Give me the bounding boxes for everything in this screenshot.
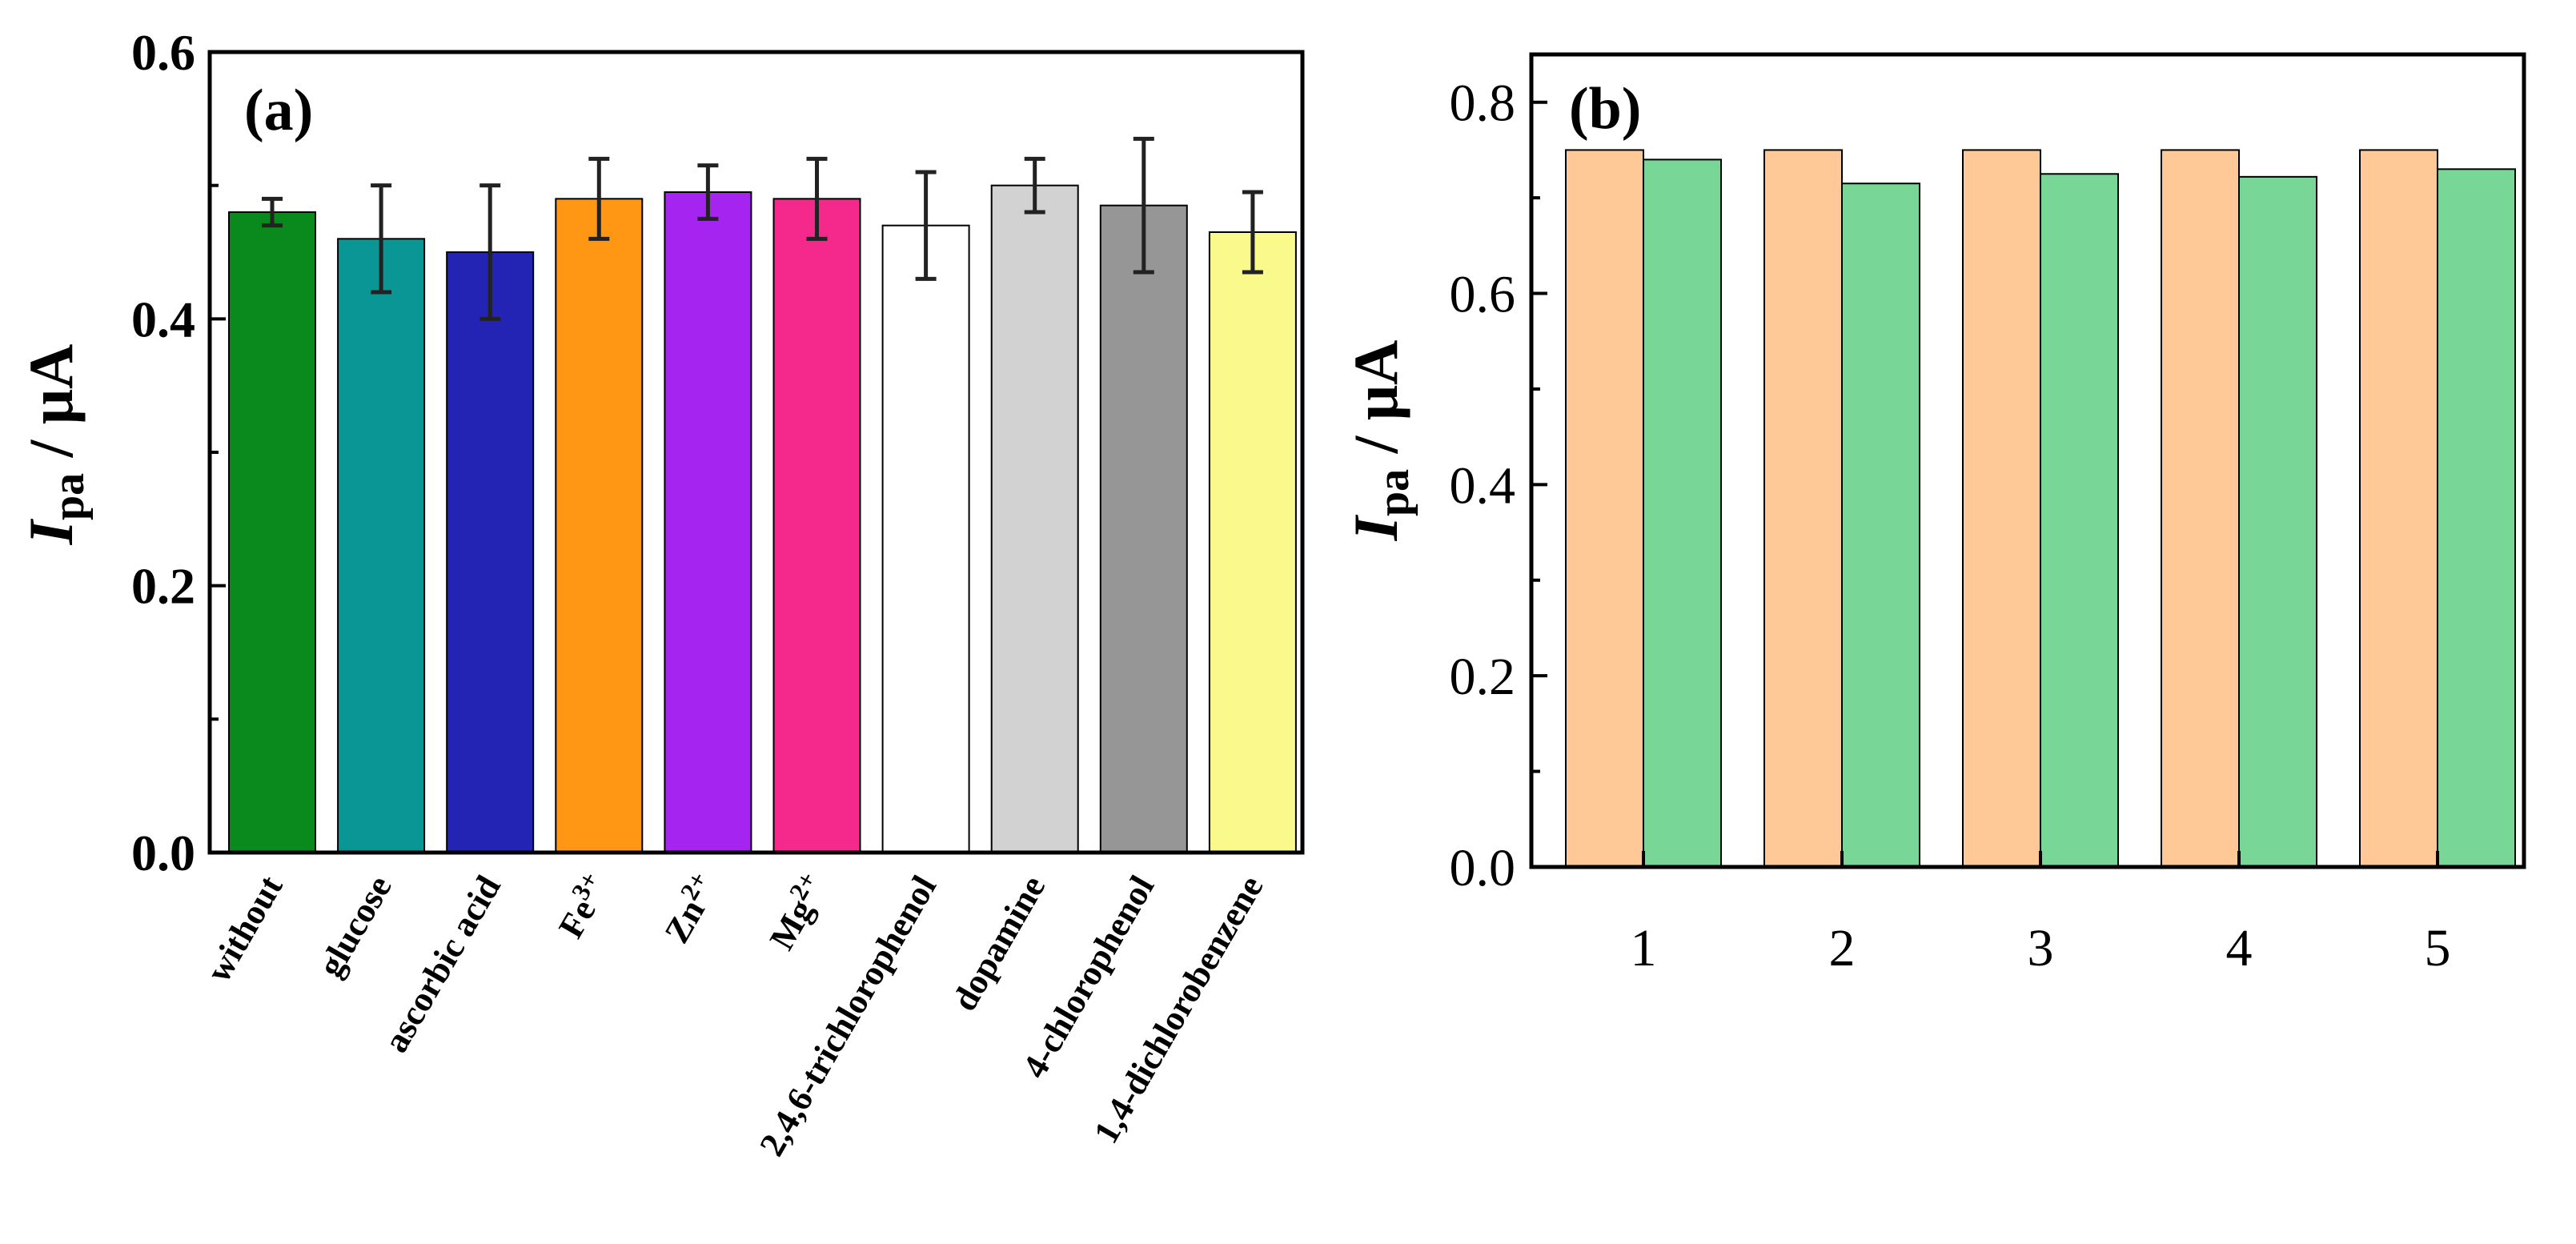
x-tick-label-a-2: ascorbic acid	[376, 869, 508, 1059]
bars-a	[228, 136, 1297, 854]
y-axis-symbol-b: I	[1341, 514, 1410, 541]
x-tick-text-a-0: without	[199, 869, 291, 989]
y-ticks-a: 0.0 0.2 0.4 0.6	[131, 24, 226, 881]
bar-a-3	[555, 198, 644, 854]
x-tick-label-a-1: glucose	[311, 869, 399, 984]
x-tick-text-a-4: Zn	[657, 893, 712, 949]
bar-b-series-2-1	[1841, 183, 1920, 869]
y-tick-label-b-2: 0.4	[1450, 456, 1516, 515]
x-tick-label-b-0: 1	[1631, 919, 1657, 977]
bars-b	[1565, 149, 2516, 869]
chart-panel-b: Ipa / μA 0.0 0.2 0.4 0.6 0.8 1 2 3 4 5 (b)	[1341, 52, 2526, 977]
y-tick-label-b-1: 0.2	[1450, 648, 1516, 706]
x-tick-label-b-4: 5	[2425, 919, 2451, 977]
x-tick-text-a-1: glucose	[311, 869, 399, 984]
y-axis-symbol-a: I	[16, 518, 86, 545]
bar-b-series-2-4	[2437, 168, 2516, 868]
bar-a-7	[990, 184, 1079, 853]
bar-a-5	[772, 198, 861, 854]
y-tick-label-a-0: 0.0	[131, 825, 195, 881]
y-axis-label-b: Ipa / μA	[1341, 340, 1418, 542]
bar-b-series-2-3	[2238, 175, 2317, 869]
bar-a-0	[228, 211, 316, 853]
y-tick-label-a-2: 0.4	[131, 291, 195, 347]
x-tick-label-a-4: Zn2+	[652, 867, 726, 950]
y-axis-label-a: Ipa / μA	[16, 344, 94, 546]
y-tick-label-a-3: 0.6	[131, 24, 195, 81]
y-tick-label-a-1: 0.2	[131, 558, 195, 615]
bar-a-8	[1099, 204, 1188, 853]
y-ticks-b: 0.0 0.2 0.4 0.6 0.8	[1450, 74, 2439, 897]
y-tick-label-b-3: 0.6	[1450, 266, 1516, 324]
x-tick-label-a-3: Fe3+	[547, 867, 617, 945]
x-tick-text-a-2: ascorbic acid	[376, 869, 508, 1059]
x-tick-text-a-7: dopamine	[945, 869, 1053, 1017]
panel-label-a: (a)	[244, 78, 313, 143]
x-tick-text-a-3: Fe	[551, 893, 604, 945]
y-tick-label-b-4: 0.8	[1450, 74, 1516, 133]
y-tick-label-b-0: 0.0	[1450, 839, 1516, 897]
y-axis-unit-b: / μA	[1341, 340, 1410, 469]
bar-b-series-1-2	[1962, 149, 2041, 869]
x-tick-label-a-0: without	[199, 869, 291, 989]
bar-b-series-2-0	[1643, 159, 1722, 868]
bar-b-series-2-2	[2040, 173, 2119, 868]
bar-b-series-1-4	[2359, 149, 2438, 869]
plot-frame-b	[1529, 52, 2526, 869]
bar-a-9	[1208, 231, 1297, 853]
bar-b-series-1-3	[2161, 149, 2240, 869]
bar-a-6	[881, 224, 970, 853]
bar-b-series-1-0	[1565, 149, 1644, 869]
x-tick-label-a-5: Mg2+	[758, 867, 836, 957]
chart-panel-a: Ipa / μA 0.0 0.2 0.4 0.6 without glucoseasco…	[16, 24, 1305, 1163]
x-tick-label-b-3: 4	[2226, 919, 2253, 977]
y-axis-subscript-a: pa	[44, 473, 94, 520]
bar-a-2	[446, 251, 535, 853]
x-tick-text-a-5: Mg	[762, 893, 821, 957]
y-axis-unit-a: / μA	[16, 344, 86, 473]
x-tick-label-b-1: 2	[1829, 919, 1856, 977]
x-tick-label-a-7: dopamine	[945, 869, 1053, 1017]
panel-label-b: (b)	[1569, 76, 1641, 142]
plot-frame-a	[207, 50, 1305, 855]
x-tick-label-b-2: 3	[2028, 919, 2054, 977]
bar-a-1	[337, 238, 426, 854]
bar-a-4	[664, 191, 752, 853]
bar-b-series-1-1	[1763, 149, 1843, 869]
y-axis-subscript-b: pa	[1369, 469, 1418, 516]
x-categories-b: 1 2 3 4 5	[1631, 919, 2451, 977]
